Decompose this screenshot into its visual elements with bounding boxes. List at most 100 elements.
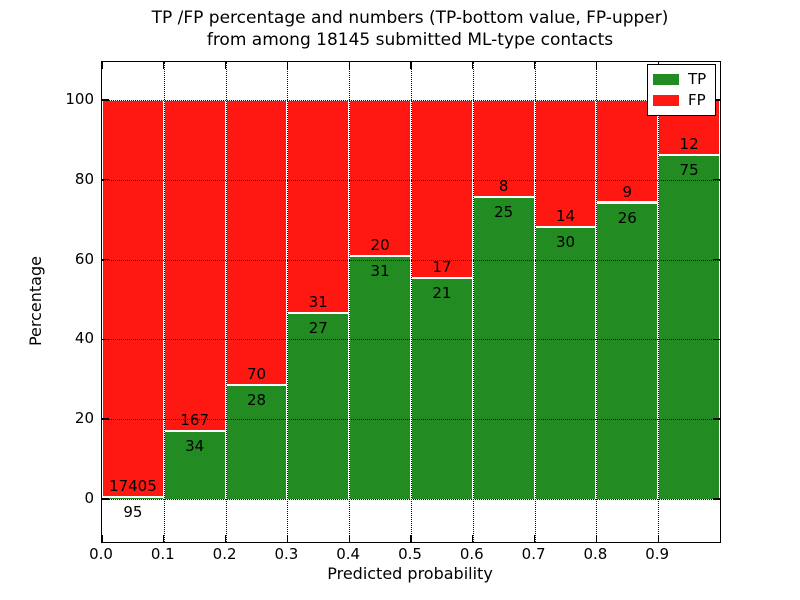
x-tick-mark (286, 62, 289, 69)
x-tick-label: 0.4 (336, 545, 361, 563)
bar-segment-tp (472, 196, 535, 499)
chart-title-line1: TP /FP percentage and numbers (TP-bottom… (151, 8, 669, 28)
x-tick-mark (410, 62, 412, 69)
x-tick-mark (657, 535, 659, 542)
y-axis-label: Percentage (26, 256, 45, 347)
y-tick-mark (713, 179, 720, 181)
x-tick-label: 0.1 (150, 545, 175, 563)
legend-label-tp: TP (688, 69, 707, 88)
bar-segment-tp (225, 384, 288, 499)
y-tick-label: 60 (74, 249, 94, 268)
x-tick-mark (348, 62, 350, 69)
y-tick-mark (713, 258, 720, 261)
y-tick-label: 0 (84, 488, 94, 507)
x-tick-mark (224, 535, 227, 542)
x-tick-mark (533, 535, 536, 542)
x-tick-label: 0.5 (398, 545, 422, 563)
x-tick-label: 0.7 (521, 545, 546, 563)
x-tick-mark (101, 535, 103, 542)
gridline-v (472, 62, 474, 542)
bar-label-tp: 34 (185, 437, 205, 456)
bar-label-fp: 20 (370, 236, 390, 255)
x-tick-mark (101, 62, 103, 69)
x-tick-label: 0.9 (645, 545, 670, 563)
x-tick-mark (595, 62, 598, 69)
x-tick-mark (163, 535, 165, 542)
tp-swatch-icon (653, 73, 679, 85)
y-tick-label: 80 (74, 169, 94, 188)
bar-label-tp: 95 (123, 502, 143, 521)
x-tick-label: 0.6 (459, 545, 484, 563)
bar-segment-tp (411, 278, 473, 499)
bar-label-fp: 12 (679, 134, 699, 153)
x-tick-mark (163, 62, 165, 69)
y-tick-mark (102, 258, 109, 261)
x-tick-mark (410, 535, 412, 542)
bar-segment-fp (225, 99, 288, 385)
bar-label-tp: 21 (432, 284, 452, 303)
bar-label-tp: 25 (494, 202, 514, 221)
bar-label-tp: 30 (555, 232, 576, 251)
y-tick-mark (102, 179, 109, 181)
gridline-v (658, 62, 660, 542)
y-tick-mark (713, 498, 720, 500)
x-tick-mark (224, 62, 227, 69)
bar-label-fp: 14 (555, 206, 576, 225)
gridline-v (163, 62, 165, 542)
legend: TP FP (647, 64, 716, 116)
x-tick-mark (472, 62, 474, 69)
x-tick-mark (595, 535, 598, 542)
plot-area: 17405 95 167 34 70 28 31 27 20 31 17 21 8 25 14 30 9 26 12… (101, 61, 721, 543)
gridline-v (534, 62, 536, 542)
bar-label-fp: 167 (180, 411, 210, 430)
bar-label-fp: 31 (308, 293, 328, 312)
bar-segment-tp (287, 313, 350, 499)
x-tick-mark (286, 535, 289, 542)
bar-segment-fp (102, 99, 164, 497)
x-tick-label: 0.0 (89, 545, 113, 563)
legend-item-tp: TP (648, 69, 715, 88)
gridline-v (225, 62, 227, 542)
x-tick-mark (348, 535, 350, 542)
bar-segment-fp (411, 99, 473, 279)
bar-segment-tp (658, 154, 720, 499)
gridline-v (411, 62, 412, 542)
gridline-v (287, 62, 289, 542)
bar-label-tp: 27 (308, 319, 328, 338)
bar-segment-tp (596, 202, 659, 499)
y-tick-label: 40 (74, 329, 94, 348)
x-tick-label: 0.8 (583, 545, 608, 563)
bar-label-tp: 28 (246, 390, 267, 409)
x-tick-label: 0.2 (212, 545, 237, 563)
bar-segment-fp (534, 99, 597, 227)
bar-label-fp: 8 (498, 176, 509, 195)
y-tick-mark (102, 418, 109, 420)
gridline-v (596, 62, 598, 542)
x-tick-mark (533, 62, 536, 69)
bar-segment-tp (349, 256, 411, 499)
chart-title-line2: from among 18145 submitted ML-type conta… (206, 30, 614, 50)
legend-label-fp: FP (688, 91, 706, 110)
y-tick-mark (102, 99, 109, 101)
y-tick-label: 20 (74, 409, 94, 428)
bar-segment-tp (534, 226, 597, 499)
bar-label-fp: 9 (622, 182, 633, 201)
bar-segment-tp (102, 496, 164, 499)
y-tick-mark (102, 498, 109, 500)
bar-label-fp: 17 (432, 258, 452, 277)
bar-label-tp: 75 (679, 160, 699, 179)
bar-label-tp: 31 (370, 262, 390, 281)
gridline-v (349, 62, 351, 542)
y-tick-mark (713, 418, 720, 420)
bar-segment-fp (287, 99, 350, 314)
bar-segment-fp (163, 99, 226, 432)
x-tick-mark (472, 535, 474, 542)
bar-label-fp: 17405 (109, 476, 157, 495)
x-tick-label: 0.3 (274, 545, 299, 563)
y-tick-mark (102, 338, 109, 340)
x-axis-label: Predicted probability (327, 564, 493, 583)
y-tick-mark (713, 99, 720, 101)
legend-item-fp: FP (648, 93, 715, 108)
bar-label-tp: 26 (617, 208, 637, 227)
